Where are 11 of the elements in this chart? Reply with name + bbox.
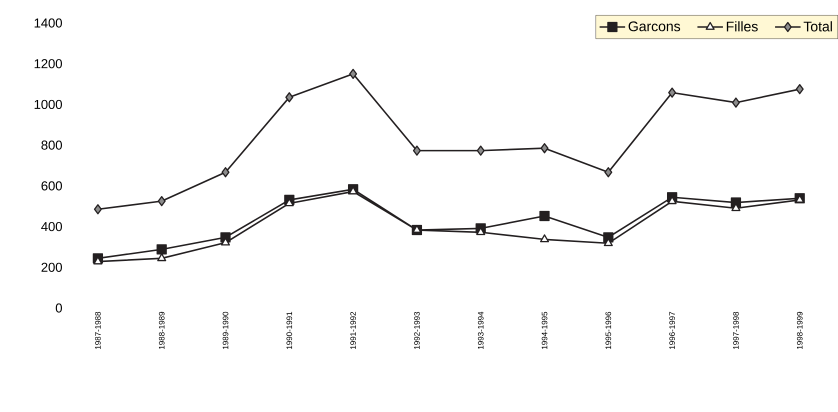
- legend-label: Total: [804, 21, 832, 32]
- y-tick-label: 200: [42, 262, 62, 272]
- y-tick-label: 400: [41, 222, 62, 232]
- y-tick-label: 1000: [34, 100, 62, 110]
- legend-label: Garcons: [628, 21, 680, 32]
- y-tick-label: 1400: [34, 18, 62, 28]
- y-tick-label: 0: [56, 303, 62, 313]
- legend-label: Filles: [726, 21, 758, 32]
- y-tick-label: 1200: [34, 59, 62, 68]
- y-tick-label: 600: [42, 181, 62, 190]
- y-tick-label: 800: [41, 140, 62, 150]
